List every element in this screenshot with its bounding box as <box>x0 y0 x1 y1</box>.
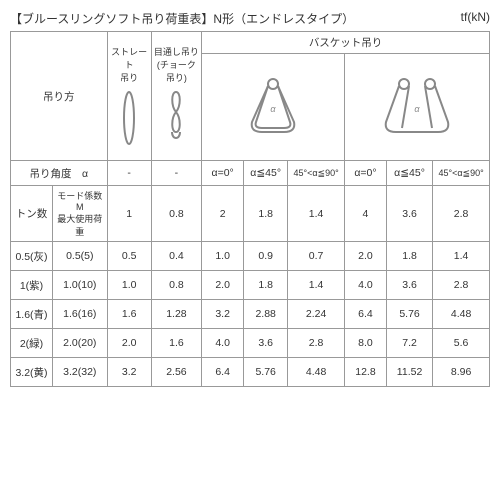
row-val: 1.0 <box>107 271 151 300</box>
straight-header: ストレート 吊り <box>107 32 151 161</box>
row-val: 2.56 <box>151 358 201 387</box>
mode-4: 1.4 <box>288 186 345 242</box>
angle-5: α=0° <box>344 161 386 186</box>
angle-4: 45°<α≦90° <box>288 161 345 186</box>
angle-1: - <box>151 161 201 186</box>
title-left: 【ブルースリングソフト吊り荷重表】N形（エンドレスタイプ） <box>10 10 354 27</box>
table-row: 2(緑)2.0(20)2.01.64.03.62.88.07.25.6 <box>11 329 490 358</box>
mode-6: 3.6 <box>386 186 432 242</box>
row-val: 4.48 <box>433 300 490 329</box>
angle-label: 吊り角度 α <box>11 161 108 186</box>
row-val: 7.2 <box>386 329 432 358</box>
row-wl: 0.5(5) <box>53 242 108 271</box>
row-val: 8.96 <box>433 358 490 387</box>
row-val: 4.0 <box>344 271 386 300</box>
row-val: 0.5 <box>107 242 151 271</box>
mode-7: 2.8 <box>433 186 490 242</box>
mode-label: モード係数M 最大使用荷重 <box>53 186 108 242</box>
row-val: 1.28 <box>151 300 201 329</box>
row-val: 3.6 <box>244 329 288 358</box>
row-val: 1.0 <box>202 242 244 271</box>
straight-icon <box>117 88 141 148</box>
load-table: 吊り方 ストレート 吊り 目通し吊り (チョーク吊り) バスケット吊り α <box>10 31 490 387</box>
header-row-1: 吊り方 ストレート 吊り 目通し吊り (チョーク吊り) バスケット吊り <box>11 32 490 54</box>
title-right: tf(kN) <box>461 10 490 27</box>
table-row: 1(紫)1.0(10)1.00.82.01.81.44.03.62.8 <box>11 271 490 300</box>
row-val: 0.4 <box>151 242 201 271</box>
row-val: 2.8 <box>433 271 490 300</box>
row-tag: 1(紫) <box>11 271 53 300</box>
mode-1: 0.8 <box>151 186 201 242</box>
mode-3: 1.8 <box>244 186 288 242</box>
angle-3: α≦45° <box>244 161 288 186</box>
row-val: 0.8 <box>151 271 201 300</box>
choke-header: 目通し吊り (チョーク吊り) <box>151 32 201 161</box>
row-tag: 2(緑) <box>11 329 53 358</box>
row-val: 2.0 <box>107 329 151 358</box>
row-val: 1.4 <box>288 271 345 300</box>
angle-2: α=0° <box>202 161 244 186</box>
mode-row: トン数 モード係数M 最大使用荷重 1 0.8 2 1.8 1.4 4 3.6 … <box>11 186 490 242</box>
svg-text:α: α <box>414 104 420 114</box>
method-label: 吊り方 <box>11 32 108 161</box>
row-val: 4.0 <box>202 329 244 358</box>
mode-0: 1 <box>107 186 151 242</box>
row-tag: 0.5(灰) <box>11 242 53 271</box>
basket-double: α <box>344 54 489 161</box>
row-tag: 3.2(黄) <box>11 358 53 387</box>
row-val: 1.6 <box>151 329 201 358</box>
row-val: 1.8 <box>386 242 432 271</box>
title-bar: 【ブルースリングソフト吊り荷重表】N形（エンドレスタイプ） tf(kN) <box>10 10 490 27</box>
row-wl: 1.6(16) <box>53 300 108 329</box>
row-wl: 2.0(20) <box>53 329 108 358</box>
table-row: 0.5(灰)0.5(5)0.50.41.00.90.72.01.81.4 <box>11 242 490 271</box>
row-val: 5.6 <box>433 329 490 358</box>
row-val: 2.0 <box>344 242 386 271</box>
basket-double-icon: α <box>372 72 462 142</box>
ton-label: トン数 <box>11 186 53 242</box>
row-val: 8.0 <box>344 329 386 358</box>
angle-6: α≦45° <box>386 161 432 186</box>
row-val: 1.4 <box>433 242 490 271</box>
mode-2: 2 <box>202 186 244 242</box>
row-val: 2.0 <box>202 271 244 300</box>
angle-7: 45°<α≦90° <box>433 161 490 186</box>
row-val: 1.6 <box>107 300 151 329</box>
row-val: 3.2 <box>202 300 244 329</box>
row-val: 4.48 <box>288 358 345 387</box>
row-wl: 1.0(10) <box>53 271 108 300</box>
basket-single-icon: α <box>238 72 308 142</box>
choke-icon <box>162 88 190 148</box>
table-row: 3.2(黄)3.2(32)3.22.566.45.764.4812.811.52… <box>11 358 490 387</box>
svg-text:α: α <box>270 104 276 114</box>
basket-header: バスケット吊り <box>202 32 490 54</box>
row-val: 3.2 <box>107 358 151 387</box>
row-val: 0.9 <box>244 242 288 271</box>
row-val: 6.4 <box>202 358 244 387</box>
row-wl: 3.2(32) <box>53 358 108 387</box>
row-val: 2.24 <box>288 300 345 329</box>
basket-single: α <box>202 54 345 161</box>
row-val: 1.8 <box>244 271 288 300</box>
row-val: 12.8 <box>344 358 386 387</box>
mode-5: 4 <box>344 186 386 242</box>
row-tag: 1.6(青) <box>11 300 53 329</box>
row-val: 3.6 <box>386 271 432 300</box>
row-val: 2.8 <box>288 329 345 358</box>
row-val: 11.52 <box>386 358 432 387</box>
row-val: 5.76 <box>244 358 288 387</box>
angle-row: 吊り角度 α - - α=0° α≦45° 45°<α≦90° α=0° α≦4… <box>11 161 490 186</box>
row-val: 2.88 <box>244 300 288 329</box>
angle-0: - <box>107 161 151 186</box>
row-val: 5.76 <box>386 300 432 329</box>
row-val: 6.4 <box>344 300 386 329</box>
row-val: 0.7 <box>288 242 345 271</box>
table-row: 1.6(青)1.6(16)1.61.283.22.882.246.45.764.… <box>11 300 490 329</box>
